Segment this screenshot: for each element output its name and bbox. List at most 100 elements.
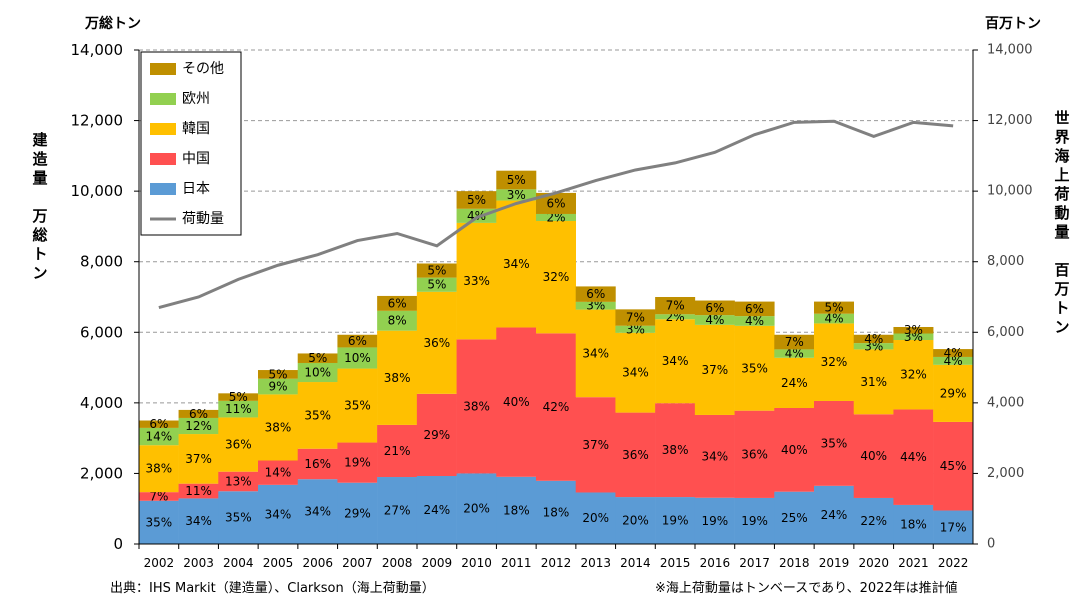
bar-segment: [178, 483, 219, 499]
data-label: 17%: [940, 520, 967, 534]
axis-title-char: ト: [32, 245, 47, 263]
data-label: 8%: [388, 314, 407, 328]
bar-segment: [734, 316, 775, 326]
data-label: 22%: [860, 514, 887, 528]
bar-segment: [655, 497, 696, 544]
data-label: 5%: [467, 193, 486, 207]
x-tick-label: 2007: [342, 556, 373, 570]
x-tick-label: 2003: [183, 556, 214, 570]
data-label: 38%: [384, 371, 411, 385]
data-label: 34%: [185, 514, 212, 528]
bar-segment: [814, 301, 854, 314]
bar-segment: [138, 427, 179, 446]
data-label: 3%: [586, 299, 605, 313]
bar-segment: [178, 409, 219, 418]
data-label: 20%: [582, 511, 609, 525]
bar-segment: [377, 330, 418, 425]
data-label: 4%: [864, 332, 883, 346]
data-label: 3%: [626, 322, 645, 336]
bar-segment: [536, 213, 576, 221]
data-label: 34%: [622, 366, 649, 380]
bar-segment: [694, 497, 735, 544]
bar-segment: [575, 309, 616, 398]
axis-title-char: 世: [1054, 109, 1069, 127]
axis-title-char: 動: [1054, 204, 1069, 222]
trade-volume-polyline: [158, 119, 954, 310]
bar-segment: [218, 471, 259, 492]
bar-segment: [536, 192, 576, 214]
bar-segment: [655, 403, 696, 498]
data-label: 14%: [146, 430, 173, 444]
data-label: 20%: [622, 514, 649, 528]
x-tick-label: 2008: [382, 556, 413, 570]
data-label: 29%: [940, 386, 967, 400]
bar-segment: [258, 370, 298, 379]
data-label: 34%: [582, 346, 609, 360]
bar-segment: [138, 492, 179, 501]
y2-tick-label: 2,000: [987, 466, 1024, 481]
bar-segment: [853, 343, 894, 350]
bar-segment: [853, 497, 894, 544]
axis-title-char: 総: [32, 226, 47, 244]
bar-segment: [297, 353, 338, 363]
axis-title-char: 建: [32, 131, 48, 149]
bar-segment: [933, 364, 974, 422]
x-tick-label: 2020: [858, 556, 889, 570]
x-tick-label: 2012: [541, 556, 572, 570]
bar-segment: [138, 500, 179, 544]
data-label: 16%: [304, 457, 331, 471]
bar-segment: [337, 442, 378, 483]
bar-segment: [575, 397, 616, 493]
x-tick-label: 2006: [302, 556, 333, 570]
data-label: 19%: [741, 514, 768, 528]
x-tick-label: 2010: [461, 556, 492, 570]
legend-label: 欧州: [182, 91, 210, 107]
legend-label: 韓国: [182, 121, 210, 137]
bar-segment: [694, 315, 735, 325]
data-label: 4%: [824, 312, 843, 326]
data-label: 7%: [149, 489, 168, 503]
legend-swatch: [150, 63, 176, 75]
bar-segment: [933, 510, 974, 544]
x-tick-label: 2022: [938, 556, 969, 570]
data-label: 5%: [824, 301, 843, 315]
x-tick-label: 2017: [739, 556, 770, 570]
x-tick-label: 2021: [898, 556, 929, 570]
data-label: 38%: [265, 420, 292, 434]
data-label: 36%: [741, 447, 768, 461]
legend-swatch: [150, 183, 176, 195]
bar-segment: [377, 295, 418, 311]
bar-segment: [694, 414, 735, 498]
bar-segment: [933, 356, 974, 365]
y-tick-label: 10,000: [71, 182, 124, 200]
bar-segment: [575, 492, 616, 544]
axis-title-char: 上: [1054, 166, 1069, 184]
legend-swatch: [150, 153, 176, 165]
bar-segment: [297, 362, 338, 383]
data-label: 5%: [229, 390, 248, 404]
bar-segment: [496, 189, 537, 201]
bar-segment: [694, 324, 735, 415]
data-label: 24%: [821, 508, 848, 522]
data-label: 34%: [662, 354, 689, 368]
bar-segment: [774, 334, 815, 350]
data-label: 40%: [781, 443, 808, 457]
bar-segment: [456, 473, 497, 544]
bar-segment: [456, 191, 497, 209]
y-tick-label: 6,000: [80, 323, 123, 341]
data-label: 36%: [225, 438, 252, 452]
bar-segment: [496, 327, 537, 477]
bar-segment: [297, 479, 338, 544]
data-label: 4%: [745, 314, 764, 328]
data-label: 29%: [344, 506, 371, 520]
data-label: 32%: [900, 368, 927, 382]
axis-title-char: 万: [31, 207, 47, 225]
bar-segment: [774, 491, 815, 544]
bar-segment: [416, 393, 457, 476]
data-label: 34%: [702, 449, 729, 463]
axis-title-char: ン: [32, 264, 47, 282]
bar-segment: [893, 326, 934, 334]
x-tick-label: 2015: [660, 556, 691, 570]
bar-segment: [734, 325, 775, 411]
